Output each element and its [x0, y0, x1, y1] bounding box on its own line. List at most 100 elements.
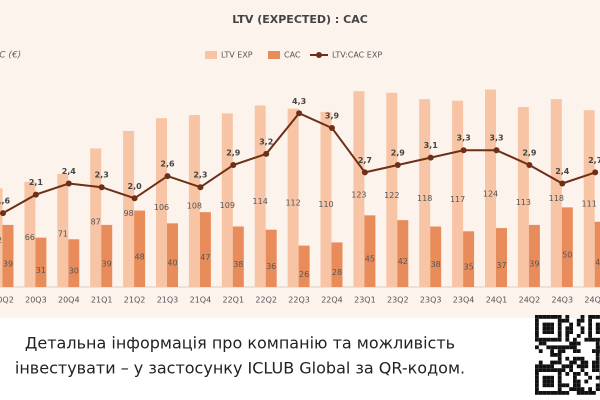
x-tick-label: 23Q1: [354, 296, 376, 305]
qr-module: [580, 330, 585, 334]
bar: [123, 130, 135, 287]
qr-module: [535, 391, 539, 395]
qr-module: [592, 315, 596, 319]
data-label: 2,3: [193, 171, 207, 180]
bar: [583, 110, 595, 287]
qr-module: [569, 330, 573, 334]
qr-module: [561, 364, 566, 369]
qr-module: [557, 391, 562, 395]
qr-module: [595, 341, 600, 346]
bar: [188, 115, 200, 288]
qr-module: [569, 326, 573, 331]
data-label: 123: [351, 190, 366, 199]
qr-module: [550, 391, 554, 395]
point: [131, 195, 138, 202]
qr-module: [557, 318, 562, 323]
qr-module: [580, 391, 585, 395]
qr-module: [584, 337, 589, 342]
data-label: 122: [384, 191, 399, 200]
qr-module: [592, 391, 596, 395]
qr-module: [557, 330, 562, 334]
data-label: 2,9: [226, 149, 241, 158]
data-label: 31: [36, 266, 46, 275]
data-label: 2,6: [160, 160, 175, 169]
qr-module: [542, 375, 547, 380]
qr-module: [557, 334, 562, 338]
data-label: 28: [332, 268, 342, 277]
qr-module: [576, 334, 581, 338]
qr-module: [546, 315, 551, 319]
qr-module: [592, 364, 596, 369]
qr-module: [561, 349, 566, 353]
qr-module: [576, 349, 581, 353]
qr-module: [580, 315, 585, 319]
qr-module: [557, 375, 562, 380]
qr-module: [573, 360, 577, 365]
data-label: 3,1: [424, 141, 439, 150]
bar: [452, 100, 464, 287]
bar: [353, 91, 365, 288]
qr-module: [542, 379, 547, 384]
qr-module: [584, 364, 589, 369]
data-label: 71: [58, 229, 68, 238]
qr-module: [561, 383, 566, 388]
qr-module: [557, 383, 562, 388]
qr-module: [588, 326, 592, 331]
bar: [397, 220, 409, 287]
point: [98, 184, 105, 191]
data-label: 117: [450, 195, 465, 204]
qr-module: [573, 383, 577, 388]
qr-module: [588, 334, 592, 338]
data-label: 39: [529, 259, 539, 268]
data-label: 2,9: [391, 149, 406, 158]
data-label: 38: [233, 260, 243, 269]
qr-module: [557, 349, 562, 353]
data-label: 106: [154, 203, 169, 212]
qr-module: [535, 379, 539, 384]
bar: [386, 92, 398, 287]
qr-module: [573, 387, 577, 391]
data-label: 39: [3, 259, 13, 268]
qr-module: [550, 349, 554, 353]
qr-module: [542, 330, 547, 334]
data-label: 36: [266, 262, 276, 271]
data-label: 37: [496, 261, 506, 270]
qr-module: [565, 326, 570, 331]
qr-module: [565, 356, 570, 361]
data-label: 118: [417, 194, 432, 203]
data-label: 2,7: [358, 156, 372, 165]
qr-module: [557, 360, 562, 365]
qr-module: [569, 364, 573, 369]
data-label: 38: [431, 260, 441, 269]
qr-module: [554, 360, 558, 365]
qr-code: [535, 315, 600, 395]
bar: [298, 245, 310, 287]
qr-module: [576, 322, 581, 327]
data-label: 40: [167, 259, 177, 268]
qr-module: [542, 368, 547, 372]
qr-module: [576, 364, 581, 369]
qr-module: [573, 372, 577, 376]
qr-module: [576, 318, 581, 323]
qr-module: [565, 330, 570, 334]
qr-module: [588, 318, 592, 323]
qr-module: [588, 315, 592, 319]
bar: [134, 210, 146, 287]
qr-module: [561, 318, 566, 323]
qr-module: [550, 375, 554, 380]
qr-module: [538, 368, 543, 372]
qr-module: [554, 337, 558, 342]
qr-module: [538, 341, 543, 346]
x-tick-label: 22Q4: [321, 296, 343, 305]
data-label: 3,3: [489, 134, 503, 143]
qr-module: [565, 391, 570, 395]
qr-module: [538, 364, 543, 369]
x-tick-label: 22Q2: [255, 296, 277, 305]
x-tick-label: 20Q2: [0, 296, 14, 305]
bar: [265, 229, 277, 287]
data-label: 2,3: [95, 171, 109, 180]
qr-module: [546, 337, 551, 342]
point: [65, 180, 72, 187]
x-tick-label: 21Q2: [124, 296, 146, 305]
bar: [57, 173, 69, 287]
